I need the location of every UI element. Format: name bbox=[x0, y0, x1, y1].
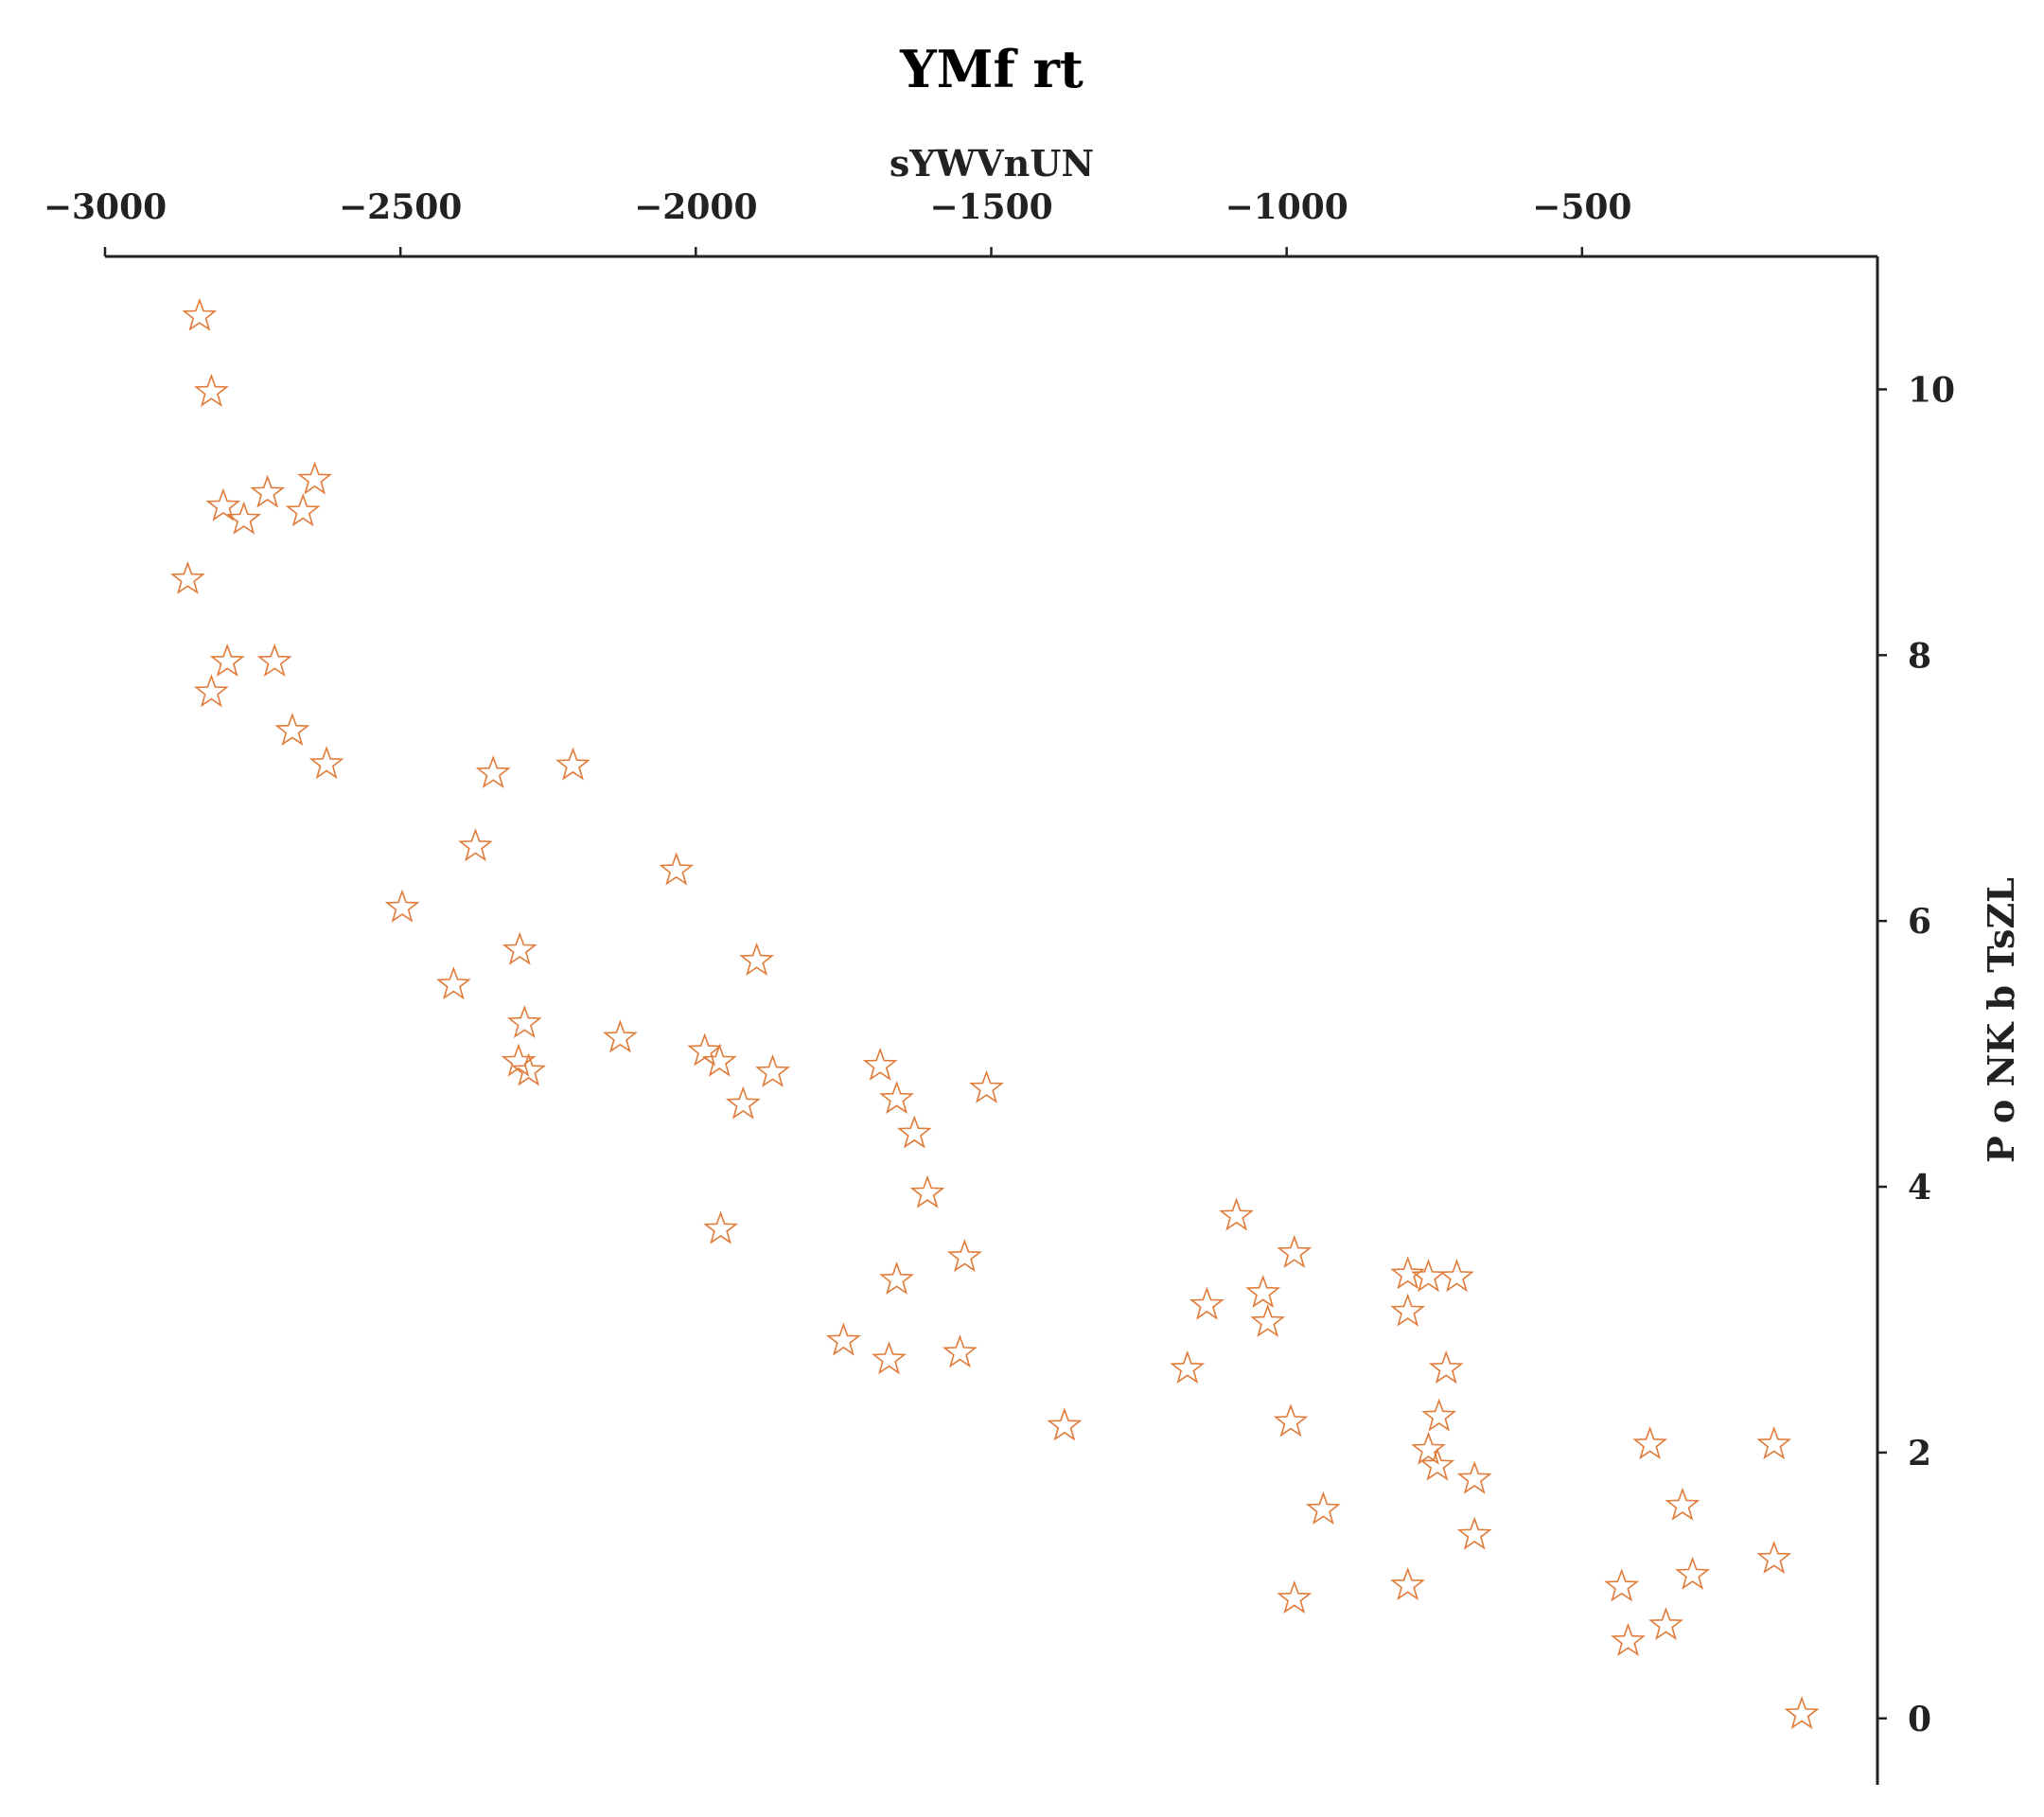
data-point bbox=[1648, 1607, 1683, 1641]
data-point bbox=[506, 1004, 542, 1039]
data-point bbox=[1665, 1487, 1700, 1521]
data-points bbox=[169, 297, 1820, 1730]
data-point bbox=[825, 1322, 861, 1356]
y-tick-label: 4 bbox=[1908, 1168, 1931, 1208]
data-point bbox=[384, 889, 420, 923]
data-point bbox=[502, 931, 537, 965]
data-point bbox=[1456, 1516, 1492, 1550]
data-point bbox=[169, 560, 205, 594]
data-point bbox=[1390, 1256, 1426, 1290]
data-point bbox=[1390, 1566, 1426, 1601]
data-point bbox=[1250, 1303, 1286, 1337]
data-point bbox=[1277, 1234, 1313, 1268]
data-point bbox=[1047, 1407, 1083, 1441]
data-point bbox=[603, 1019, 638, 1053]
data-point bbox=[475, 754, 511, 788]
data-point bbox=[1277, 1580, 1313, 1614]
data-point bbox=[1305, 1491, 1341, 1526]
data-point bbox=[872, 1341, 907, 1375]
data-point bbox=[1604, 1568, 1640, 1602]
data-point bbox=[458, 828, 493, 862]
data-point bbox=[739, 942, 775, 977]
data-point bbox=[435, 966, 471, 1000]
data-point bbox=[1189, 1286, 1225, 1320]
data-point bbox=[879, 1261, 915, 1296]
data-point bbox=[274, 713, 310, 746]
data-point bbox=[1219, 1197, 1255, 1231]
data-point bbox=[942, 1334, 978, 1368]
data-point bbox=[1611, 1622, 1646, 1657]
data-point bbox=[250, 474, 286, 508]
data-point bbox=[297, 461, 333, 495]
data-point bbox=[879, 1081, 915, 1114]
data-point bbox=[1390, 1293, 1426, 1327]
data-point bbox=[226, 501, 262, 535]
x-axis-ticks: −3000 −2500 −2000 −1500 −1000 −500 bbox=[44, 187, 1631, 256]
y-tick-label: 0 bbox=[1908, 1700, 1931, 1739]
y-tick-label: 2 bbox=[1908, 1434, 1931, 1473]
data-point bbox=[909, 1174, 945, 1208]
y-tick-label: 10 bbox=[1908, 370, 1955, 410]
data-point bbox=[1439, 1259, 1474, 1293]
data-point bbox=[1411, 1431, 1446, 1465]
y-axis-ticks: 0 2 4 6 8 10 bbox=[1877, 370, 1955, 1739]
data-point bbox=[1245, 1275, 1281, 1308]
chart-title: YMf rt bbox=[899, 39, 1084, 99]
x-tick-label: −2500 bbox=[339, 187, 462, 227]
data-point bbox=[555, 747, 590, 781]
y-tick-label: 6 bbox=[1908, 902, 1931, 942]
x-tick-label: −2000 bbox=[634, 187, 757, 227]
data-point bbox=[755, 1053, 790, 1087]
data-point bbox=[285, 493, 321, 527]
data-point bbox=[205, 487, 241, 521]
y-tick-label: 8 bbox=[1908, 636, 1931, 676]
data-point bbox=[193, 674, 229, 708]
y-axis-label: P o NK b TsZL bbox=[1980, 877, 2022, 1163]
data-point bbox=[1273, 1403, 1309, 1438]
x-tick-label: −1000 bbox=[1225, 187, 1348, 227]
data-point bbox=[1756, 1540, 1792, 1574]
data-point bbox=[725, 1085, 761, 1120]
data-point bbox=[1675, 1556, 1711, 1590]
data-point bbox=[182, 297, 218, 331]
data-point bbox=[1456, 1460, 1492, 1494]
data-point bbox=[862, 1047, 898, 1081]
data-point bbox=[256, 643, 292, 678]
data-point bbox=[1421, 1398, 1457, 1432]
data-point bbox=[969, 1069, 1004, 1103]
data-point bbox=[193, 373, 229, 407]
data-point bbox=[1756, 1426, 1792, 1460]
data-point bbox=[1428, 1350, 1464, 1385]
x-tick-label: −3000 bbox=[44, 187, 167, 227]
data-point bbox=[659, 852, 695, 886]
data-point bbox=[687, 1032, 723, 1067]
data-point bbox=[946, 1239, 982, 1273]
data-point bbox=[703, 1210, 738, 1244]
data-point bbox=[1170, 1350, 1206, 1385]
data-point bbox=[1419, 1447, 1455, 1481]
x-tick-label: −1500 bbox=[929, 187, 1052, 227]
x-tick-label: −500 bbox=[1532, 187, 1631, 227]
data-point bbox=[701, 1043, 737, 1077]
data-point bbox=[1784, 1696, 1820, 1730]
x-axis-label: sYWVnUN bbox=[890, 142, 1094, 185]
data-point bbox=[896, 1115, 932, 1149]
data-point bbox=[1632, 1426, 1668, 1460]
data-point bbox=[511, 1052, 547, 1086]
data-point bbox=[308, 746, 344, 780]
data-point bbox=[209, 643, 245, 678]
data-point bbox=[501, 1043, 537, 1077]
data-point bbox=[1411, 1259, 1446, 1293]
